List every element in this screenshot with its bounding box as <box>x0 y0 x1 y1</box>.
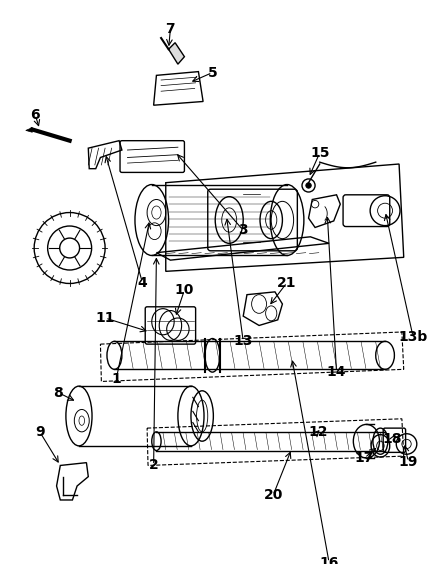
Ellipse shape <box>306 183 312 188</box>
Text: 12: 12 <box>308 425 328 439</box>
Text: 5: 5 <box>208 65 217 80</box>
Text: 13: 13 <box>234 334 253 349</box>
Text: 10: 10 <box>175 283 194 297</box>
Text: 21: 21 <box>277 276 297 289</box>
Text: 7: 7 <box>165 21 175 36</box>
Text: 13b: 13b <box>399 330 428 343</box>
Text: 19: 19 <box>399 455 418 469</box>
Text: 3: 3 <box>238 223 248 237</box>
Text: 8: 8 <box>54 386 63 400</box>
Text: 18: 18 <box>383 433 402 446</box>
Text: 6: 6 <box>30 108 40 122</box>
Text: 16: 16 <box>319 556 339 564</box>
Text: 9: 9 <box>35 425 44 439</box>
Text: 2: 2 <box>149 459 158 473</box>
Polygon shape <box>26 127 32 133</box>
Text: 20: 20 <box>264 488 283 503</box>
Text: 4: 4 <box>138 276 147 289</box>
Text: 17: 17 <box>355 451 374 465</box>
Text: 15: 15 <box>310 146 330 160</box>
Text: 1: 1 <box>111 372 121 386</box>
Text: 14: 14 <box>327 365 346 379</box>
Text: 11: 11 <box>95 311 115 325</box>
Polygon shape <box>169 43 184 64</box>
